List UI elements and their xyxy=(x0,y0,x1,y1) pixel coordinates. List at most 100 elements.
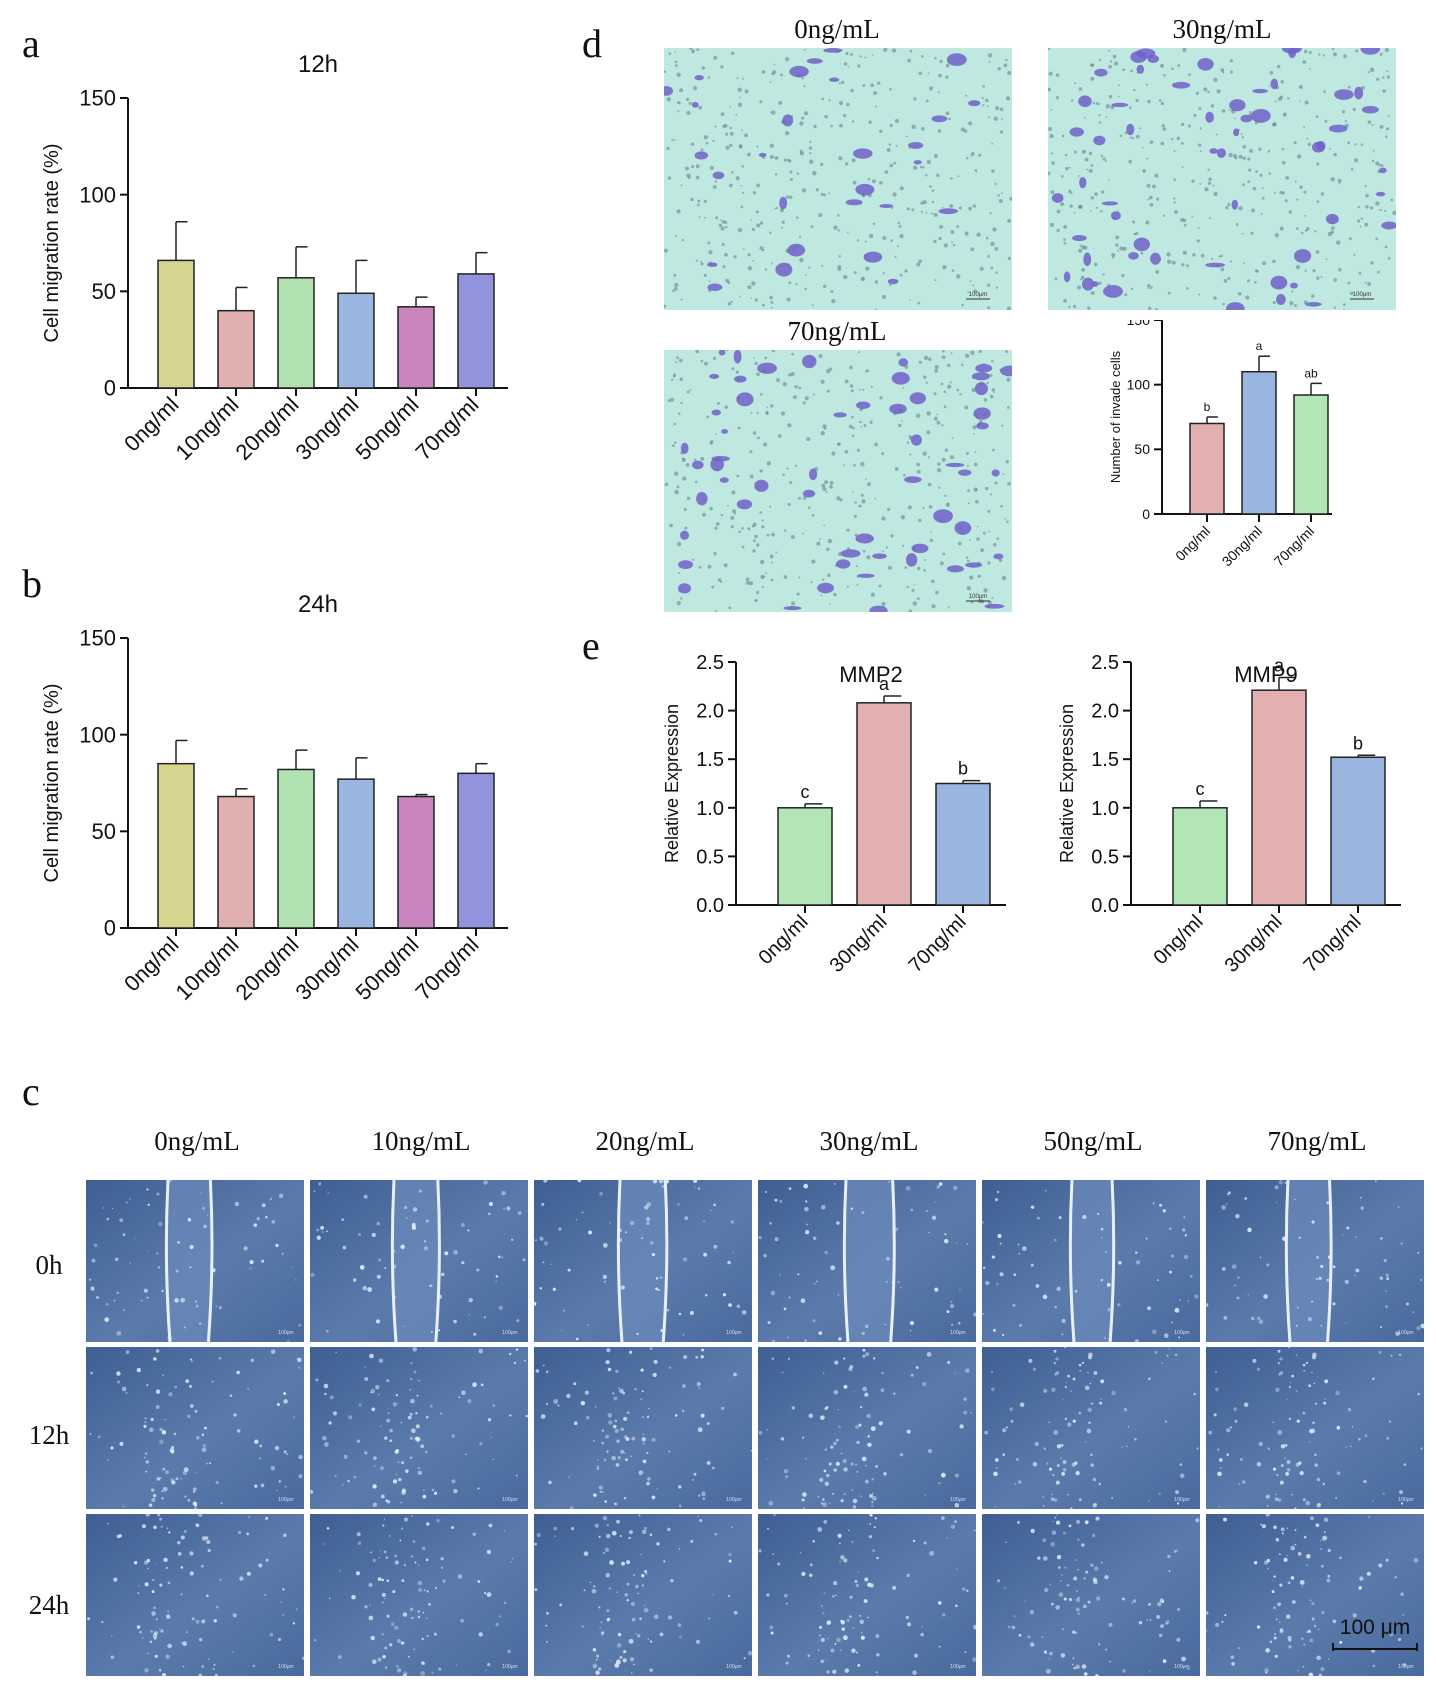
membrane-pore xyxy=(1336,240,1341,245)
cell-spot xyxy=(195,1304,199,1308)
bar-10ng/ml xyxy=(217,795,255,929)
cell-spot xyxy=(334,1475,337,1478)
cell-spot xyxy=(488,1201,493,1207)
bar-0ng/ml xyxy=(1189,422,1225,515)
scratch-col-label-70: 70ng/mL xyxy=(1267,1126,1367,1156)
cell-spot xyxy=(1077,1538,1080,1542)
cell-spot xyxy=(830,1265,836,1271)
bar-20ng/ml xyxy=(277,768,315,929)
membrane-pore xyxy=(761,585,765,589)
membrane-pore xyxy=(1100,154,1104,158)
cell-spot xyxy=(198,1637,203,1642)
membrane-pore xyxy=(801,188,807,193)
cell-spot xyxy=(1049,1583,1052,1586)
membrane-pore xyxy=(1360,217,1364,220)
cell-spot xyxy=(606,1533,611,1539)
cell-spot xyxy=(1310,1516,1314,1521)
membrane-pore xyxy=(906,441,910,445)
cell-spot xyxy=(1308,1672,1314,1676)
membrane-pore xyxy=(1354,143,1357,146)
membrane-pore xyxy=(691,49,696,54)
cell-spot xyxy=(215,1605,219,1609)
membrane-pore xyxy=(1228,109,1231,112)
cell-spot xyxy=(603,1458,607,1462)
x-tick-label: 30ng/ml xyxy=(826,911,892,977)
cell-spot xyxy=(1058,1592,1064,1598)
cell-spot xyxy=(1284,1181,1287,1184)
membrane-pore xyxy=(1145,157,1148,160)
cell-spot xyxy=(218,1357,222,1360)
cell-spot xyxy=(769,1221,772,1225)
cell-spot xyxy=(931,1215,937,1220)
stained-cell xyxy=(1094,68,1108,77)
cell-spot xyxy=(129,1262,131,1264)
stained-cell xyxy=(711,409,721,416)
cell-spot xyxy=(1166,1354,1169,1357)
stained-cell xyxy=(898,358,909,367)
cell-spot xyxy=(1073,1666,1077,1670)
stained-cell xyxy=(991,469,1000,477)
cell-spot xyxy=(1395,1331,1400,1336)
cell-spot xyxy=(699,1519,703,1523)
cell-spot xyxy=(1277,1349,1281,1353)
membrane-pore xyxy=(850,88,854,93)
membrane-pore xyxy=(798,235,802,238)
stained-cell xyxy=(1101,201,1119,206)
cell-spot xyxy=(1279,1583,1283,1587)
membrane-pore xyxy=(1094,192,1098,197)
cell-spot xyxy=(410,1362,413,1365)
membrane-pore xyxy=(750,411,753,414)
cell-spot xyxy=(850,1462,854,1466)
cell-spot xyxy=(905,1615,909,1620)
cell-spot xyxy=(787,1357,791,1361)
cell-spot xyxy=(823,1592,826,1595)
cell-spot xyxy=(682,1257,688,1262)
membrane-pore xyxy=(783,575,788,579)
sig-label: c xyxy=(801,782,810,802)
cell-spot xyxy=(1277,1602,1281,1607)
cell-spot xyxy=(773,1514,776,1517)
membrane-pore xyxy=(694,480,698,484)
cell-spot xyxy=(325,1230,328,1233)
cell-spot xyxy=(1152,1202,1155,1205)
cell-spot xyxy=(525,1414,528,1418)
membrane-pore xyxy=(806,437,811,442)
membrane-pore xyxy=(969,539,971,542)
cell-spot xyxy=(1286,1527,1289,1529)
cell-spot xyxy=(286,1452,289,1456)
cell-spot xyxy=(863,1599,868,1603)
cell-spot xyxy=(542,1364,545,1367)
cell-spot xyxy=(963,1410,968,1415)
cell-spot xyxy=(133,1561,138,1565)
cell-spot xyxy=(946,1537,948,1539)
cell-spot xyxy=(1274,1633,1277,1636)
membrane-pore xyxy=(1191,179,1195,183)
membrane-pore xyxy=(795,216,799,219)
membrane-pore xyxy=(775,551,778,554)
cell-spot xyxy=(189,1266,192,1269)
cell-spot xyxy=(323,1383,329,1389)
cell-spot xyxy=(642,1459,647,1464)
cell-spot xyxy=(616,1519,620,1524)
membrane-pore xyxy=(1242,183,1245,187)
cell-spot xyxy=(417,1564,419,1566)
cell-spot xyxy=(1013,1273,1017,1276)
cell-spot xyxy=(182,1641,187,1646)
cell-spot xyxy=(1326,1278,1330,1282)
membrane-pore xyxy=(816,541,821,546)
cell-spot xyxy=(865,1480,868,1483)
membrane-pore xyxy=(1279,226,1284,231)
cell-spot xyxy=(830,1445,834,1449)
membrane-pore xyxy=(891,48,897,53)
cell-spot xyxy=(1400,1242,1403,1245)
membrane-pore xyxy=(1379,208,1382,212)
membrane-pore xyxy=(995,286,999,289)
cell-spot xyxy=(96,1296,100,1300)
membrane-pore xyxy=(707,564,712,569)
cell-spot xyxy=(1064,1417,1068,1421)
y-axis-label: Cell migration rate (%) xyxy=(41,144,63,343)
membrane-pore xyxy=(1304,269,1307,272)
cell-spot xyxy=(905,1186,911,1191)
membrane-pore xyxy=(957,541,962,546)
membrane-pore xyxy=(881,516,886,521)
